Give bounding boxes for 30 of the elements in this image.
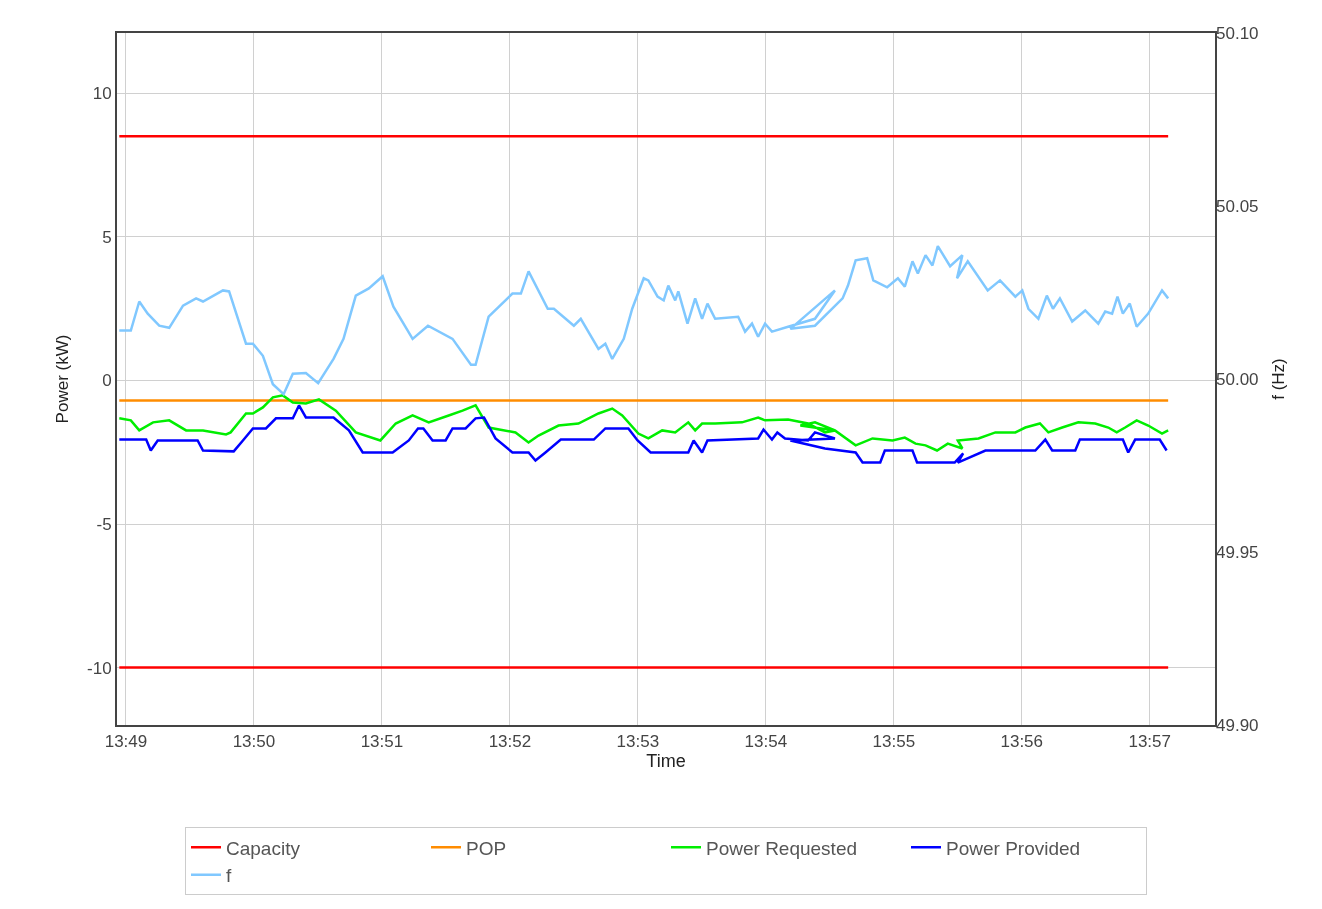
- y-tick-label: 0: [102, 371, 112, 391]
- x-axis-title: Time: [646, 751, 686, 772]
- y-tick-label: 5: [102, 227, 112, 247]
- x-tick-label: 13:53: [616, 732, 660, 752]
- x-tick-label: 13:57: [1128, 732, 1171, 752]
- y2-tick-label: 49.95: [1216, 542, 1259, 562]
- line-series: [118, 244, 1170, 396]
- line-series: [118, 394, 1170, 452]
- x-tick-label: 13:54: [744, 732, 788, 752]
- y2-tick-label: 50.10: [1216, 23, 1259, 43]
- x-tick-label: 13:52: [488, 732, 532, 752]
- legend-label: Power Requested: [706, 837, 858, 859]
- legend-label: Power Provided: [946, 837, 1081, 859]
- line-series: [118, 404, 1168, 464]
- y2-tick-label: 49.90: [1216, 715, 1259, 735]
- x-tick-label: 13:56: [1000, 732, 1044, 752]
- y2-axis-title: f (Hz): [1268, 358, 1288, 400]
- legend-label: POP: [466, 837, 507, 859]
- y-tick-label: -5: [96, 514, 112, 534]
- y-tick-label: -10: [87, 658, 112, 678]
- legend-label: Capacity: [226, 837, 301, 859]
- y-tick-label: 10: [92, 84, 112, 104]
- x-tick-label: 13:49: [104, 732, 148, 752]
- y2-tick-label: 50.05: [1216, 196, 1259, 216]
- x-tick-label: 13:50: [232, 732, 276, 752]
- y2-tick-label: 50.00: [1216, 369, 1259, 389]
- x-tick-label: 13:51: [360, 732, 404, 752]
- y-axis-title: Power (kW): [53, 334, 73, 424]
- x-tick-label: 13:55: [872, 732, 916, 752]
- legend-label: f: [226, 865, 232, 887]
